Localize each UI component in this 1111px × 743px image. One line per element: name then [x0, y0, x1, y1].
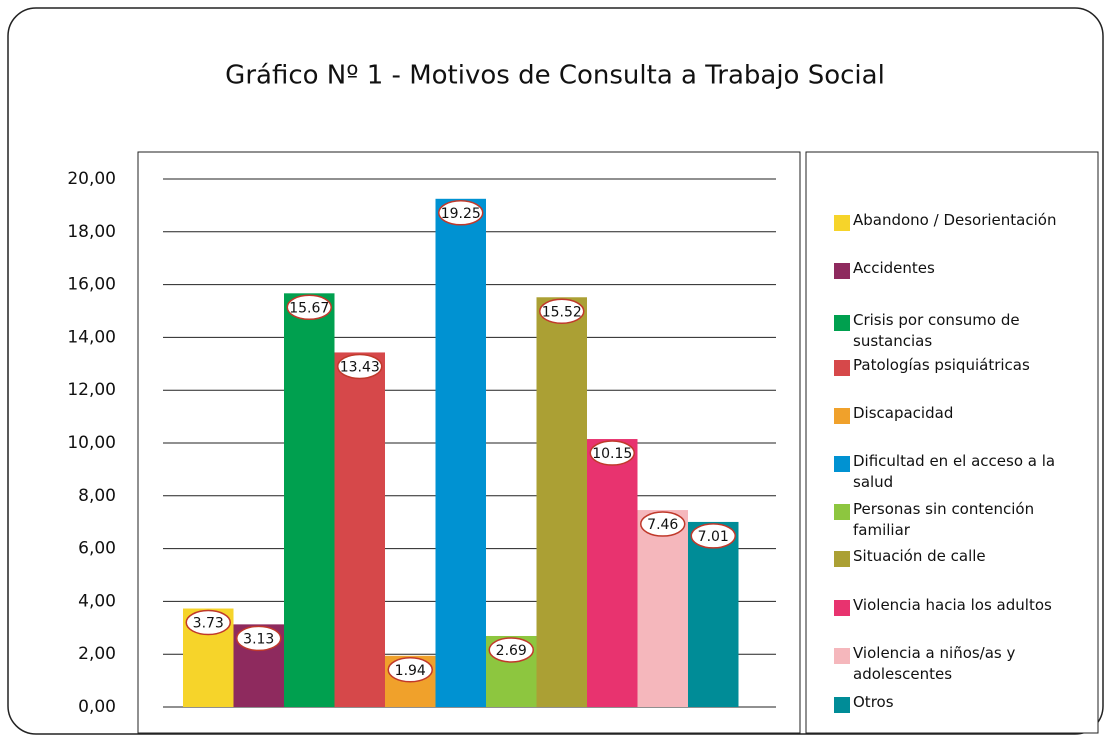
- y-tick-label: 14,00: [67, 327, 116, 347]
- value-label: 3.73: [193, 616, 224, 632]
- legend-label: Patologías psiquiátricas: [853, 356, 1030, 374]
- legend-swatch: [834, 551, 850, 567]
- value-label-bg: [286, 294, 332, 321]
- legend-swatch: [834, 408, 850, 424]
- legend-label: Otros: [853, 693, 894, 711]
- legend-label: Abandono / Desorientación: [853, 211, 1057, 229]
- legend-label: Accidentes: [853, 259, 935, 277]
- y-tick-label: 20,00: [67, 169, 116, 189]
- value-label-bg: [589, 440, 635, 466]
- bar: [637, 510, 688, 707]
- bar: [334, 352, 385, 707]
- value-label-bg: [640, 511, 686, 537]
- bar: [284, 293, 335, 707]
- y-tick-label: 0,00: [78, 697, 116, 717]
- value-label: 10.15: [592, 446, 632, 462]
- bar: [536, 297, 587, 707]
- y-tick-label: 10,00: [67, 433, 116, 453]
- legend-label: Violencia a niños/as y adolescentes: [853, 644, 1016, 683]
- chart-title: Gráfico Nº 1 - Motivos de Consulta a Tra…: [225, 61, 885, 91]
- legend-label: Dificultad en el acceso a la salud: [853, 452, 1056, 491]
- bar: [688, 521, 739, 707]
- y-tick-label: 8,00: [78, 486, 116, 506]
- value-label: 15.52: [542, 304, 582, 320]
- y-tick-label: 18,00: [67, 222, 116, 242]
- legend-swatch: [834, 648, 850, 664]
- legend-swatch: [834, 697, 850, 713]
- value-label: 2.69: [496, 643, 527, 659]
- value-label-bg: [185, 609, 231, 636]
- value-label-bg: [539, 298, 585, 325]
- legend-swatch: [834, 456, 850, 472]
- y-tick-label: 16,00: [67, 275, 116, 295]
- legend-swatch: [834, 504, 850, 520]
- value-label: 13.43: [340, 359, 380, 375]
- bar: [587, 439, 638, 707]
- value-label: 7.46: [647, 517, 678, 533]
- y-tick-label: 12,00: [67, 380, 116, 400]
- y-tick-label: 6,00: [78, 539, 116, 559]
- legend-label: Violencia hacia los adultos: [853, 596, 1052, 614]
- legend-swatch: [834, 600, 850, 616]
- legend-label: Crisis por consumo de sustancias: [853, 311, 1020, 350]
- legend-swatch: [834, 215, 850, 231]
- value-label: 19.25: [441, 206, 481, 222]
- legend-box: [805, 151, 1099, 734]
- value-label: 3.13: [243, 631, 274, 647]
- legend-label: Situación de calle: [853, 547, 986, 565]
- value-label-bg: [387, 657, 433, 683]
- value-label-bg: [488, 637, 534, 663]
- legend-swatch: [834, 360, 850, 376]
- value-label-bg: [236, 625, 282, 652]
- legend-swatch: [834, 263, 850, 279]
- value-label: 1.94: [395, 663, 426, 679]
- value-label-bg: [690, 523, 736, 549]
- legend-label: Discapacidad: [853, 404, 954, 422]
- y-tick-label: 4,00: [78, 591, 116, 611]
- legend-swatch: [834, 315, 850, 331]
- bar: [435, 198, 486, 708]
- value-label: 7.01: [698, 529, 729, 545]
- value-label-bg: [337, 353, 383, 380]
- y-tick-label: 2,00: [78, 644, 116, 664]
- legend-label: Personas sin contención familiar: [853, 500, 1035, 539]
- value-label-bg: [438, 200, 484, 226]
- value-label: 15.67: [289, 300, 329, 316]
